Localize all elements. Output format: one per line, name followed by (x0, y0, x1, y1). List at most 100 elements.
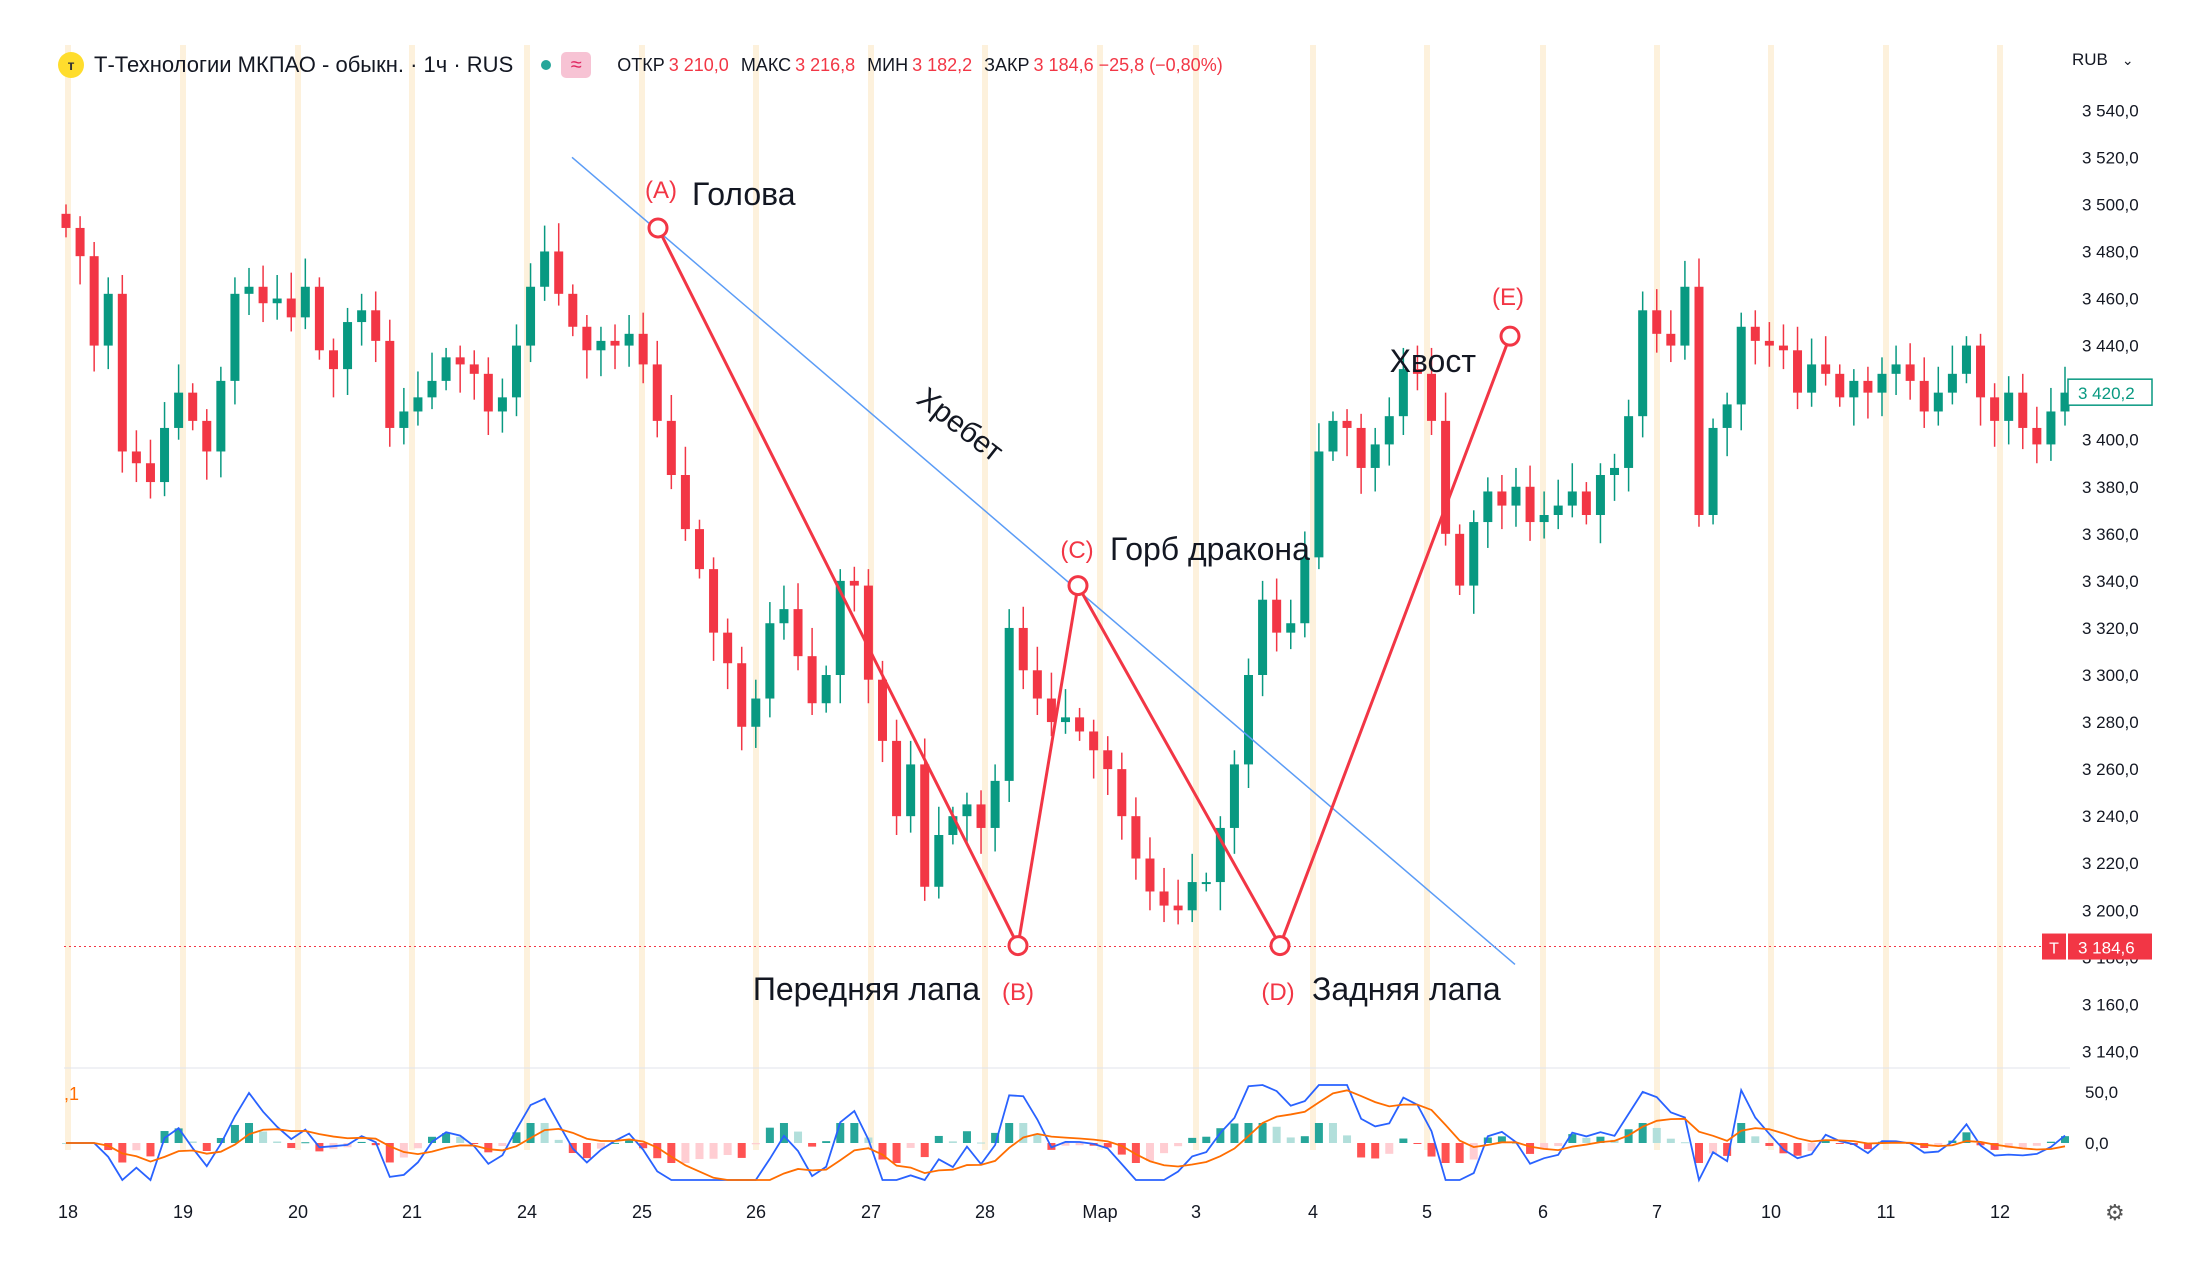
macd-bar-53 (808, 1143, 817, 1147)
macd-bar-91 (1343, 1135, 1352, 1143)
wave-icon[interactable]: ≈ (561, 52, 592, 78)
candle-body-102 (1497, 491, 1507, 506)
macd-bar-29 (470, 1143, 479, 1144)
gear-icon[interactable]: ⚙ (2105, 1200, 2125, 1225)
pattern-letter-0: (A) (645, 177, 677, 204)
macd-bar-106 (1554, 1143, 1563, 1147)
candle-body-44 (680, 475, 690, 530)
candle-body-68 (1018, 627, 1028, 671)
candle-body-123 (1793, 350, 1803, 393)
candle-body-140 (2032, 427, 2042, 445)
y-tick-11: 3 320,0 (2082, 619, 2139, 638)
candle-body-76 (1131, 816, 1141, 859)
candle-body-2 (89, 256, 99, 346)
session-line-10 (1193, 45, 1199, 1150)
candle-body-59 (892, 740, 902, 817)
candle-body-141 (2046, 411, 2056, 445)
candle-body-18 (314, 286, 324, 351)
macd-bar-76 (1131, 1143, 1140, 1163)
x-tick-17: 12 (1990, 1202, 2010, 1222)
candle-body-51 (779, 609, 789, 624)
pattern-point-1 (1007, 935, 1029, 957)
y-tick-2: 3 500,0 (2082, 195, 2139, 214)
candle-body-15 (272, 298, 282, 304)
currency-selector[interactable]: RUB ⌄ (2072, 50, 2134, 70)
candle-body-1 (75, 227, 85, 257)
symbol-title[interactable]: Т-Технологии МКПАО - обыкн. · 1ч · RUS (94, 52, 514, 77)
candle-body-71 (1061, 717, 1070, 723)
candle-body-74 (1103, 750, 1113, 770)
candle-body-122 (1778, 345, 1788, 351)
candle-body-124 (1807, 364, 1817, 393)
candle-body-66 (990, 780, 1000, 828)
candle-body-10 (202, 420, 212, 452)
y-tick-17: 3 200,0 (2082, 901, 2139, 920)
close-label: ЗАКР (984, 54, 1030, 75)
candle-body-121 (1764, 340, 1774, 346)
candle-body-30 (483, 373, 493, 412)
pattern-letter-1: (B) (1002, 979, 1034, 1006)
candle-body-100 (1469, 522, 1479, 586)
macd-bar-77 (1145, 1143, 1154, 1161)
signal-line (66, 1089, 2066, 1181)
candle-body-20 (343, 322, 353, 370)
candle-body-41 (638, 333, 648, 365)
macd-bar-133 (1934, 1143, 1943, 1147)
macd-bar-50 (765, 1127, 774, 1143)
macd-bar-51 (779, 1123, 788, 1143)
macd-indicator: 50,0 0,0 ,1 (62, 1067, 2118, 1183)
candle-body-32 (511, 345, 521, 398)
macd-bar-11 (216, 1137, 225, 1143)
y-tick-5: 3 440,0 (2082, 337, 2139, 356)
x-tick-12: 5 (1422, 1202, 1432, 1222)
macd-bar-45 (695, 1143, 704, 1160)
candle-body-134 (1947, 373, 1957, 393)
candle-body-114 (1666, 333, 1676, 346)
candle-body-117 (1708, 427, 1718, 515)
candle-body-47 (723, 632, 733, 664)
macd-bar-95 (1399, 1138, 1408, 1143)
pattern-point-3 (1269, 935, 1291, 957)
macd-bar-114 (1666, 1138, 1675, 1143)
tbank-logo-icon[interactable]: т (58, 52, 84, 78)
trendline-label: Хребет (911, 382, 1010, 469)
macd-bar-125 (1821, 1139, 1830, 1143)
macd-bar-104 (1526, 1143, 1535, 1154)
x-tick-11: 4 (1308, 1202, 1318, 1222)
price-axis: 3 540,0 3 520,0 3 500,0 3 480,0 3 460,0 3 440… (2042, 101, 2153, 1061)
candle-body-135 (1961, 345, 1971, 374)
candle-body-14 (258, 286, 268, 304)
y-tick-10: 3 340,0 (2082, 572, 2139, 591)
candle-body-87 (1286, 623, 1296, 633)
candle-body-99 (1455, 533, 1465, 586)
candle-body-105 (1539, 515, 1549, 523)
candle-body-137 (1990, 397, 2000, 421)
macd-bar-138 (2004, 1143, 2013, 1149)
candle-body-91 (1342, 420, 1352, 428)
y-tick-0: 3 540,0 (2082, 101, 2139, 120)
macd-bar-27 (442, 1133, 451, 1143)
candle-body-61 (920, 764, 930, 887)
session-line-9 (1097, 45, 1103, 1150)
candle-body-106 (1553, 505, 1563, 515)
candle-body-56 (849, 580, 859, 586)
macd-bar-12 (230, 1124, 239, 1143)
macd-bar-58 (878, 1143, 887, 1160)
macd-bar-46 (709, 1143, 718, 1159)
candle-body-80 (1187, 882, 1197, 911)
candle-body-21 (357, 310, 367, 323)
y-tick-20: 3 140,0 (2082, 1042, 2139, 1061)
candlesticks (61, 204, 2070, 948)
macd-bar-102 (1497, 1136, 1506, 1143)
session-line-17 (1997, 45, 2003, 1150)
candle-body-132 (1919, 380, 1929, 412)
macd-bar-62 (934, 1135, 943, 1143)
candle-body-3 (103, 293, 113, 346)
candle-body-111 (1624, 416, 1634, 468)
macd-bar-100 (1469, 1143, 1478, 1160)
candle-body-119 (1736, 326, 1746, 405)
x-tick-5: 25 (632, 1202, 652, 1222)
x-tick-10: 3 (1191, 1202, 1201, 1222)
macd-bar-21 (357, 1141, 366, 1143)
